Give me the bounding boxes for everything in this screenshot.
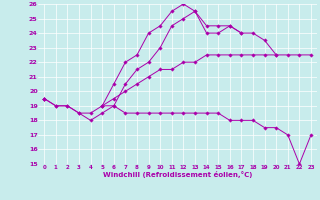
X-axis label: Windchill (Refroidissement éolien,°C): Windchill (Refroidissement éolien,°C) — [103, 171, 252, 178]
